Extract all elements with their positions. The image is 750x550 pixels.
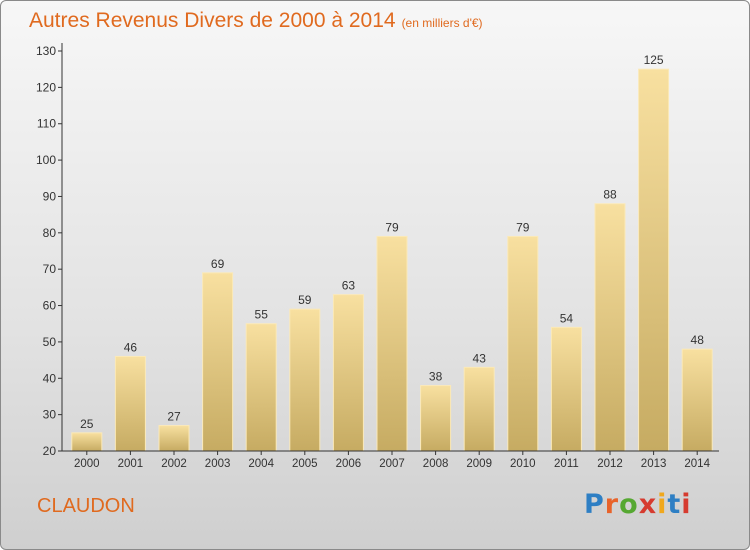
bar: [638, 68, 670, 452]
bar: [420, 385, 452, 452]
y-tick-label: 60: [43, 299, 57, 313]
bar-value-label: 43: [473, 351, 487, 365]
y-tick-label: 50: [43, 335, 57, 349]
bar: [202, 272, 234, 452]
bar-value-label: 55: [255, 308, 269, 322]
axis-layer: 2000 2001 2002 2003 2004 2005 2006 2007 2008 2009…: [36, 43, 719, 470]
bar: [158, 425, 190, 452]
bar-value-label: 25: [80, 417, 94, 431]
x-tick-label: 2000: [74, 458, 100, 470]
bar: [71, 432, 103, 452]
bar-value-label: 59: [298, 293, 312, 307]
bar: [114, 355, 146, 452]
bars-layer: 25 46 27 69 55 59 63 79 38 43 79 54 88 125 48: [71, 53, 713, 452]
x-tick-label: 2004: [248, 458, 274, 470]
bar: [376, 235, 408, 452]
x-tick-label: 2003: [205, 458, 231, 470]
y-tick-label: 80: [43, 226, 57, 240]
bar: [289, 308, 321, 452]
bar: [245, 323, 277, 452]
x-tick-label: 2001: [118, 458, 144, 470]
x-tick-label: 2005: [292, 458, 318, 470]
chart-subtitle: (en milliers d'€): [401, 16, 483, 30]
x-tick-label: 2009: [466, 458, 492, 470]
bar-value-label: 54: [560, 311, 574, 325]
proxiti-logo: Proxiti: [584, 489, 692, 520]
bar: [332, 294, 364, 452]
bar: [507, 235, 539, 452]
bar: [594, 203, 626, 452]
commune-name: CLAUDON: [37, 495, 135, 517]
bar-value-label: 46: [124, 340, 138, 354]
bar: [550, 326, 582, 452]
x-tick-label: 2002: [161, 458, 187, 470]
x-tick-label: 2013: [641, 458, 667, 470]
logo-letter: r: [604, 489, 620, 520]
bar: [463, 366, 495, 452]
bar-value-label: 79: [385, 220, 399, 234]
y-tick-label: 70: [43, 262, 57, 276]
chart-title-text: Autres Revenus Divers de 2000 à 2014: [29, 9, 396, 32]
y-tick-label: 40: [43, 371, 57, 385]
bar-value-label: 69: [211, 257, 225, 271]
y-tick-label: 20: [43, 444, 57, 458]
x-tick-label: 2008: [423, 458, 449, 470]
logo-letter: t: [667, 489, 682, 520]
y-tick-label: 120: [36, 80, 56, 94]
logo-letter: o: [619, 489, 639, 520]
chart-title: Autres Revenus Divers de 2000 à 2014 (en …: [29, 9, 483, 33]
x-tick-label: 2006: [336, 458, 362, 470]
bar-value-label: 48: [691, 333, 705, 347]
x-tick-label: 2010: [510, 458, 536, 470]
logo-letter: x: [638, 489, 658, 520]
x-tick-label: 2011: [554, 458, 579, 470]
y-tick-label: 30: [43, 408, 57, 422]
bar: [681, 348, 713, 452]
y-tick-label: 100: [36, 153, 56, 167]
logo-letter: i: [657, 489, 668, 520]
x-tick-label: 2007: [379, 458, 405, 470]
x-tick-label: 2014: [684, 458, 710, 470]
bar-value-label: 79: [516, 220, 530, 234]
bar-value-label: 27: [167, 410, 181, 424]
bar-value-label: 88: [603, 188, 617, 202]
y-tick-label: 90: [43, 189, 57, 203]
bar-value-label: 38: [429, 370, 443, 384]
logo-letter: P: [584, 489, 605, 520]
y-tick-label: 130: [36, 44, 56, 58]
bar-value-label: 125: [644, 53, 664, 67]
logo-letter: i: [681, 489, 692, 520]
bar-value-label: 63: [342, 279, 356, 293]
x-tick-label: 2012: [597, 458, 623, 470]
y-tick-label: 110: [37, 117, 56, 131]
